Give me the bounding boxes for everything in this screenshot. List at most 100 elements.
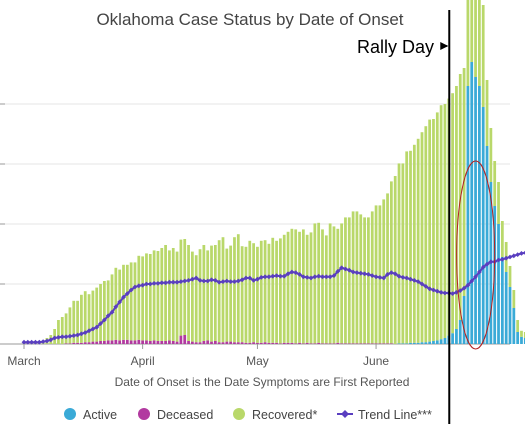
bar-recovered[interactable] xyxy=(412,144,416,343)
bar-recovered[interactable] xyxy=(57,320,60,344)
bar-deceased[interactable] xyxy=(80,342,83,344)
trend-point[interactable] xyxy=(209,277,214,283)
bar-recovered[interactable] xyxy=(317,222,321,343)
trend-point[interactable] xyxy=(258,275,264,280)
bar-deceased[interactable] xyxy=(340,343,343,344)
trend-point[interactable] xyxy=(243,275,249,281)
trend-point[interactable] xyxy=(522,250,525,255)
bar-recovered[interactable] xyxy=(523,332,525,338)
bar-recovered[interactable] xyxy=(236,234,240,343)
bar-deceased[interactable] xyxy=(256,342,259,344)
trend-point[interactable] xyxy=(358,270,364,276)
trend-point[interactable] xyxy=(503,255,509,261)
bar-active[interactable] xyxy=(512,308,516,344)
trend-point[interactable] xyxy=(220,279,226,284)
trend-point[interactable] xyxy=(423,284,429,289)
trend-point[interactable] xyxy=(167,279,172,285)
bar-recovered[interactable] xyxy=(290,228,294,343)
bar-deceased[interactable] xyxy=(305,342,309,344)
bar-active[interactable] xyxy=(474,77,477,344)
trend-point[interactable] xyxy=(155,281,161,286)
bar-recovered[interactable] xyxy=(279,238,282,344)
bar-recovered[interactable] xyxy=(520,330,523,337)
bar-deceased[interactable] xyxy=(152,340,156,344)
bar-deceased[interactable] xyxy=(72,342,76,344)
bar-recovered[interactable] xyxy=(72,300,76,343)
bar-recovered[interactable] xyxy=(367,217,370,344)
bar-recovered[interactable] xyxy=(145,253,148,341)
bar-active[interactable] xyxy=(412,342,416,344)
bar-deceased[interactable] xyxy=(309,343,313,344)
bar-deceased[interactable] xyxy=(102,341,106,344)
bar-deceased[interactable] xyxy=(267,342,271,344)
bar-recovered[interactable] xyxy=(397,163,401,344)
legend-item-recovered[interactable]: Recovered* xyxy=(233,408,317,422)
bar-recovered[interactable] xyxy=(347,217,351,344)
trend-point[interactable] xyxy=(159,280,165,286)
bar-recovered[interactable] xyxy=(500,221,504,257)
bar-recovered[interactable] xyxy=(76,300,79,343)
bar-deceased[interactable] xyxy=(91,341,95,344)
bar-active[interactable] xyxy=(435,340,439,344)
trend-point[interactable] xyxy=(507,254,513,260)
bar-recovered[interactable] xyxy=(68,307,72,344)
bar-recovered[interactable] xyxy=(202,245,206,341)
bar-deceased[interactable] xyxy=(156,341,160,344)
trend-point[interactable] xyxy=(480,264,486,270)
bar-recovered[interactable] xyxy=(106,280,110,341)
bar-deceased[interactable] xyxy=(125,339,129,344)
bar-deceased[interactable] xyxy=(317,342,321,344)
trend-point[interactable] xyxy=(411,278,417,283)
bar-deceased[interactable] xyxy=(244,342,248,344)
trend-point[interactable] xyxy=(362,271,367,277)
trend-point[interactable] xyxy=(228,279,234,284)
bar-deceased[interactable] xyxy=(137,339,141,344)
trend-point[interactable] xyxy=(235,278,241,284)
trend-point[interactable] xyxy=(519,251,524,256)
bar-deceased[interactable] xyxy=(133,340,137,344)
bar-recovered[interactable] xyxy=(321,229,324,344)
bar-deceased[interactable] xyxy=(328,343,332,344)
bar-recovered[interactable] xyxy=(508,266,512,287)
trend-point[interactable] xyxy=(465,282,471,288)
legend[interactable]: Active Deceased Recovered* Trend Line*** xyxy=(64,408,432,422)
bar-recovered[interactable] xyxy=(160,248,164,341)
bar-recovered[interactable] xyxy=(183,239,187,335)
bar-deceased[interactable] xyxy=(122,339,125,344)
bar-deceased[interactable] xyxy=(164,341,167,344)
trend-point[interactable] xyxy=(469,278,475,284)
bar-recovered[interactable] xyxy=(217,240,221,343)
bar-deceased[interactable] xyxy=(252,342,255,344)
bar-recovered[interactable] xyxy=(481,5,485,107)
bar-active[interactable] xyxy=(500,257,504,344)
bar-deceased[interactable] xyxy=(202,341,206,344)
bar-recovered[interactable] xyxy=(244,246,248,343)
trend-point[interactable] xyxy=(132,284,138,290)
bar-recovered[interactable] xyxy=(420,132,424,343)
bar-active[interactable] xyxy=(455,329,458,344)
trend-point[interactable] xyxy=(21,339,27,345)
trend-point[interactable] xyxy=(40,339,46,344)
bar-active[interactable] xyxy=(420,342,424,344)
trend-point[interactable] xyxy=(419,281,425,287)
bar-deceased[interactable] xyxy=(187,341,190,344)
trend-point[interactable] xyxy=(124,291,130,296)
bar-recovered[interactable] xyxy=(409,150,412,343)
trend-point[interactable] xyxy=(457,288,463,293)
bar-deceased[interactable] xyxy=(225,341,229,344)
bar-recovered[interactable] xyxy=(225,248,229,342)
bar-recovered[interactable] xyxy=(206,250,210,341)
trend-point[interactable] xyxy=(427,286,433,292)
bar-deceased[interactable] xyxy=(110,340,114,344)
trend-point[interactable] xyxy=(262,274,268,280)
bar-active[interactable] xyxy=(451,333,454,344)
bar-deceased[interactable] xyxy=(321,343,324,344)
bar-recovered[interactable] xyxy=(102,281,106,341)
trend-point[interactable] xyxy=(212,278,218,283)
bar-deceased[interactable] xyxy=(118,340,122,344)
bar-recovered[interactable] xyxy=(156,251,160,341)
bar-active[interactable] xyxy=(504,272,508,344)
bar-recovered[interactable] xyxy=(233,237,236,343)
bar-deceased[interactable] xyxy=(236,342,240,344)
bar-deceased[interactable] xyxy=(198,342,202,344)
